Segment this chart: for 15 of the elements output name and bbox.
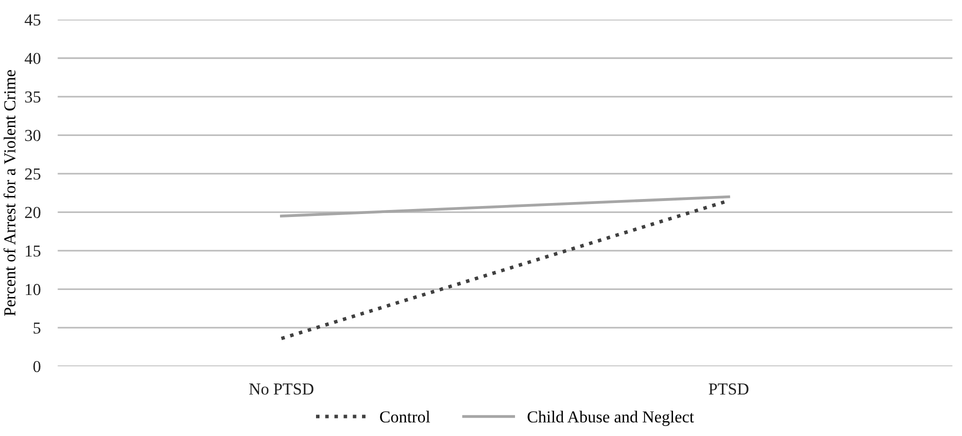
y-tick-label: 0: [33, 360, 40, 372]
y-tick-label: 40: [24, 52, 40, 64]
y-axis-title: Percent of Arrest for a Violent Crime: [4, 70, 16, 316]
y-tick-label: 35: [25, 91, 40, 103]
legend-label: Control: [380, 410, 430, 423]
y-tick-label: 20: [25, 206, 40, 218]
y-tick-label: 30: [25, 130, 40, 142]
y-tick-label: 5: [34, 322, 40, 334]
y-tick-label: 45: [24, 14, 40, 26]
x-tick-label: No PTSD: [249, 383, 314, 395]
legend-label: Child Abuse and Neglect: [528, 410, 694, 426]
y-tick-label: 25: [25, 168, 40, 180]
y-tick-label: 10: [26, 284, 40, 296]
y-tick-label: 15: [26, 245, 40, 257]
x-tick-label: PTSD: [708, 383, 748, 395]
